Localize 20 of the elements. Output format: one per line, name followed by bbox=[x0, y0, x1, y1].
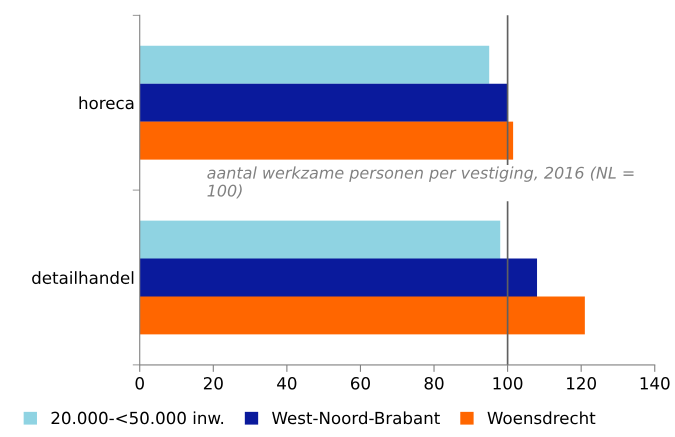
annotation: aantal werkzame personen per vestiging, 2016 (NL = 100) bbox=[207, 166, 634, 199]
x-tick-label: 0 bbox=[136, 376, 144, 390]
bar bbox=[140, 258, 538, 296]
y-tick-label: detailhandel bbox=[32, 271, 134, 284]
legend-label: West-Noord-Brabant bbox=[272, 411, 440, 424]
x-tick-label: 140 bbox=[640, 376, 670, 390]
x-tick-label: 100 bbox=[494, 376, 522, 390]
x-tick-label: 120 bbox=[567, 376, 596, 390]
x-tick-label: 40 bbox=[277, 376, 296, 390]
bar bbox=[140, 84, 508, 122]
y-tick-label: horeca bbox=[80, 96, 134, 110]
x-tick-label: 20 bbox=[204, 376, 223, 390]
bar bbox=[140, 220, 500, 259]
bar bbox=[140, 46, 490, 84]
bar bbox=[140, 296, 585, 334]
x-tick-label: 80 bbox=[424, 376, 444, 390]
legend-label: 20.000-<50.000 inw. bbox=[52, 411, 224, 424]
bar bbox=[140, 122, 514, 160]
x-tick-label: 60 bbox=[351, 376, 370, 390]
legend-label: Woensdrecht bbox=[488, 411, 596, 424]
